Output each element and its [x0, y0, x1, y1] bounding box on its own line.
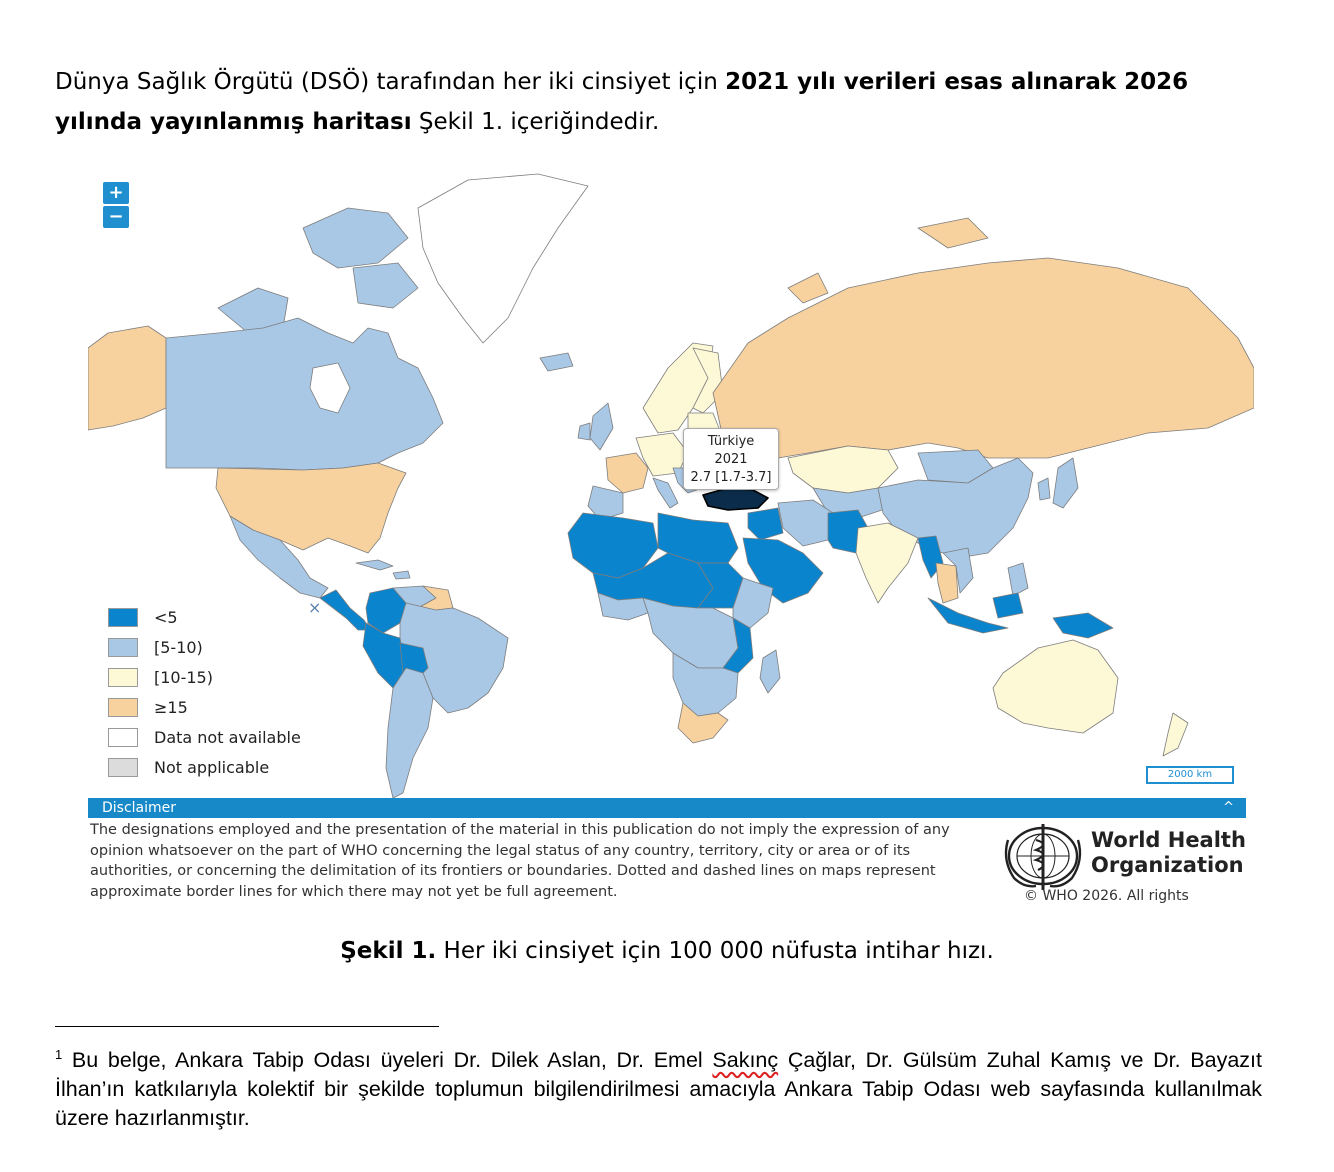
southern-africa: [672, 652, 739, 717]
map-tooltip: Türkiye 2021 2.7 [1.7-3.7]: [683, 428, 779, 490]
central-africa: [642, 597, 739, 669]
disclaimer-header[interactable]: Disclaimer ^: [88, 798, 1246, 818]
legend-item[interactable]: ≥15: [108, 692, 301, 722]
world-map-svg: [88, 173, 1254, 799]
legend-item[interactable]: [10-15): [108, 662, 301, 692]
intro-paragraph: Dünya Sağlık Örgütü (DSÖ) tarafından her…: [55, 62, 1270, 142]
tooltip-value: 2.7 [1.7-3.7]: [690, 470, 772, 485]
japan: [1052, 457, 1079, 509]
intro-bold-text: 2021 yılı verileri esas alınarak 2026 yı…: [55, 69, 1189, 135]
australia: [992, 639, 1119, 734]
russia: [712, 257, 1254, 459]
chevron-up-icon[interactable]: ^: [1223, 800, 1234, 815]
mexico: [229, 515, 329, 599]
arctic-islands: [302, 207, 409, 269]
caption-label: Şekil 1.: [340, 938, 437, 964]
new-zealand: [1162, 712, 1189, 757]
italy: [652, 477, 679, 509]
who-logo: World Health Organization: [1000, 820, 1250, 910]
legend-swatch: [108, 637, 138, 657]
footnote-divider: [55, 1026, 439, 1027]
who-emblem-icon: [1004, 824, 1082, 890]
legend-item[interactable]: Data not available: [108, 722, 301, 752]
intro-text-1: Dünya Sağlık Örgütü (DSÖ) tarafından her…: [55, 69, 726, 95]
legend-swatch: [108, 667, 138, 687]
disclaimer-text: The designations employed and the presen…: [90, 822, 950, 900]
legend-label: [10-15): [154, 667, 213, 687]
tooltip-country: Türkiye: [707, 434, 755, 449]
legend-label: [5-10): [154, 637, 203, 657]
philippines: [1007, 562, 1029, 597]
india: [855, 522, 919, 604]
spellcheck-flagged-word: Sakınç: [712, 1048, 779, 1073]
legend-item[interactable]: Not applicable: [108, 752, 301, 782]
who-name-line2: Organization: [1091, 853, 1244, 877]
who-name-line1: World Health: [1091, 828, 1246, 852]
vietnam-laos: [942, 547, 974, 594]
caption-text: Her iki cinsiyet için 100 000 nüfusta in…: [436, 938, 994, 964]
greenland: [417, 173, 589, 344]
legend-swatch: [108, 607, 138, 627]
central-america: [319, 589, 371, 631]
zoom-in-button[interactable]: +: [103, 182, 129, 204]
south-africa: [677, 702, 729, 744]
legend-label: Not applicable: [154, 757, 270, 777]
scale-bar: 2000 km: [1146, 766, 1234, 784]
legend-swatch: [108, 727, 138, 747]
legend-label: Data not available: [154, 727, 301, 747]
footnote-number: 1: [55, 1047, 63, 1062]
uk: [589, 402, 614, 451]
indonesia: [927, 597, 1009, 634]
legend-item[interactable]: <5: [108, 602, 301, 632]
france: [605, 452, 649, 494]
legend-item[interactable]: [5-10): [108, 632, 301, 662]
footnote-text-2: Çağlar, Dr. Gülsüm Zuhal Kamış ve Dr. Ba…: [55, 1048, 1262, 1131]
figure-caption: Şekil 1. Her iki cinsiyet için 100 000 n…: [0, 938, 1334, 964]
tooltip-year: 2021: [714, 452, 748, 467]
new-guinea: [1052, 612, 1114, 639]
world-map[interactable]: + −: [88, 168, 1254, 800]
copyright: © WHO 2026. All rights: [1024, 888, 1189, 904]
thailand: [935, 562, 959, 604]
iraq-syria: [747, 507, 784, 541]
intro-text-2: Şekil 1. içeriğindedir.: [411, 109, 660, 135]
zoom-out-button[interactable]: −: [103, 206, 129, 228]
who-name: World Health Organization: [1091, 828, 1246, 878]
close-icon[interactable]: ×: [308, 598, 322, 617]
legend-label: <5: [154, 607, 178, 627]
footnote: 1 Bu belge, Ankara Tabip Odası üyeleri D…: [55, 1040, 1262, 1133]
legend-swatch: [108, 697, 138, 717]
southern-cone: [385, 667, 434, 799]
map-legend: <5 [5-10) [10-15) ≥15 Data not available…: [108, 602, 301, 782]
legend-swatch: [108, 757, 138, 777]
legend-label: ≥15: [154, 697, 188, 717]
turkiye: [702, 487, 769, 511]
sudan: [697, 562, 744, 609]
madagascar: [759, 649, 781, 694]
footnote-text-1: Bu belge, Ankara Tabip Odası üyeleri Dr.…: [62, 1048, 713, 1073]
alaska: [88, 325, 167, 431]
disclaimer-title: Disclaimer: [102, 800, 177, 816]
canada: [165, 317, 444, 471]
